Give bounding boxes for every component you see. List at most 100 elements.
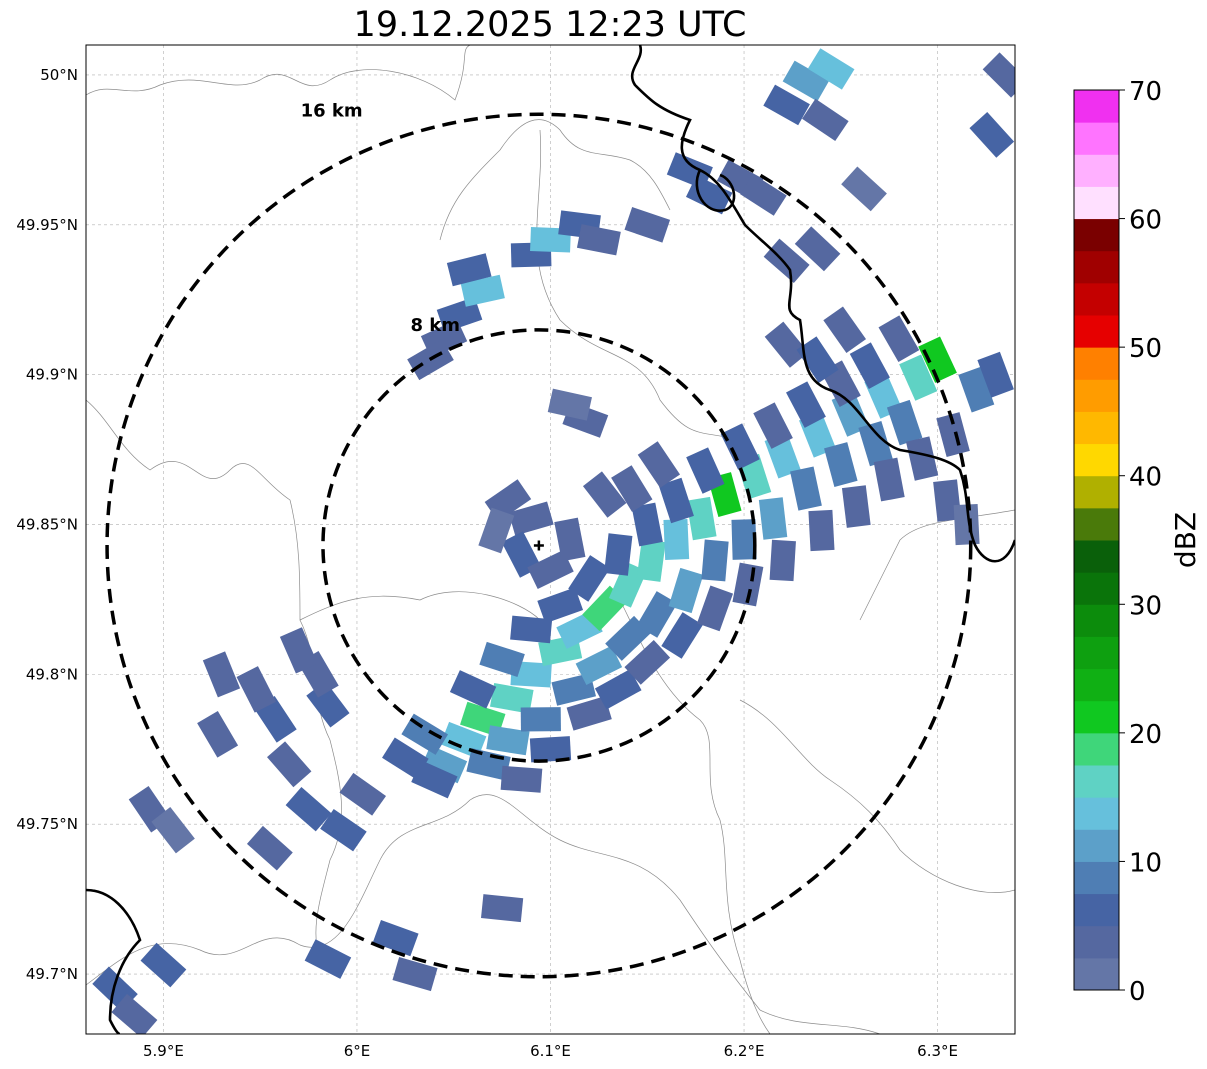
precip-cell — [510, 615, 553, 644]
precip-cell — [568, 555, 611, 602]
precip-cell — [849, 342, 890, 389]
colorbar-bin — [1074, 186, 1119, 220]
precip-cell — [449, 670, 497, 709]
precip-cell — [763, 238, 810, 283]
precip-cell — [763, 84, 810, 126]
longitude-tick-label: 5.9°E — [143, 1042, 184, 1060]
colorbar-label: dBZ — [1169, 512, 1202, 568]
precip-cell — [686, 496, 717, 541]
precip-cell — [566, 696, 612, 731]
precip-cell — [582, 471, 627, 518]
colorbar-tick-label: 50 — [1129, 334, 1162, 364]
colorbar-bin — [1074, 250, 1119, 284]
precip-cell — [796, 336, 839, 383]
precip-cell — [758, 497, 788, 540]
precip-cell — [537, 587, 584, 624]
precip-cell — [111, 993, 158, 1034]
precip-cell — [604, 533, 633, 576]
precip-cell — [802, 98, 849, 142]
precip-cell — [905, 436, 939, 481]
precip-cell — [486, 725, 530, 756]
precip-cell — [701, 539, 729, 582]
border-line-east — [630, 45, 1015, 563]
precip-cell — [236, 666, 277, 713]
latitude-tick-label: 49.8°N — [26, 665, 78, 683]
colorbar-bin — [1074, 636, 1119, 670]
longitude-tick-label: 6.2°E — [724, 1042, 765, 1060]
precip-cell — [782, 60, 830, 102]
map-frame — [85, 44, 1016, 1035]
precipitation-layer — [92, 48, 1015, 1034]
precip-cell — [575, 645, 623, 686]
colorbar-tick-label: 70 — [1129, 77, 1162, 107]
colorbar-tick-labels: 0 10 20 30 40 50 60 70 — [1119, 77, 1162, 1007]
precip-cell — [807, 48, 855, 90]
colorbar-bin — [1074, 154, 1119, 187]
colorbar-bin — [1074, 507, 1119, 541]
precip-cell — [841, 485, 871, 528]
precip-cell — [636, 591, 678, 638]
colorbar-bins — [1074, 90, 1119, 991]
range-ring — [105, 112, 973, 979]
precip-cell — [285, 787, 332, 832]
precip-cell — [631, 502, 663, 547]
precip-cell — [661, 612, 703, 659]
boundary-line-southeast — [739, 699, 1015, 893]
precip-cell — [304, 939, 352, 979]
longitude-tick-label: 6.3°E — [917, 1042, 958, 1060]
precip-cell — [460, 274, 505, 307]
boundary-line-west — [86, 45, 471, 101]
precip-cell — [886, 399, 923, 446]
colorbar-bin — [1074, 700, 1119, 734]
precip-cell — [686, 447, 725, 494]
colorbar-bin — [1074, 732, 1119, 766]
precip-cell — [594, 669, 642, 710]
colorbar-bin — [1074, 925, 1119, 959]
colorbar-bin — [1074, 315, 1119, 348]
colorbar-bin — [1074, 668, 1119, 702]
precip-cell — [500, 765, 543, 793]
colorbar-bin — [1074, 282, 1119, 316]
range-ring-label: 16 km — [301, 100, 363, 121]
precip-cell — [320, 808, 367, 852]
precip-cell — [873, 457, 905, 502]
precip-cell — [823, 306, 867, 353]
precip-cell — [637, 441, 681, 488]
boundary-line-west-2 — [86, 399, 541, 621]
precip-cell — [740, 173, 787, 216]
precip-cell — [411, 760, 458, 799]
precip-cell — [372, 919, 419, 957]
boundary-line-south — [86, 794, 881, 1034]
precip-cell — [520, 707, 561, 732]
boundary-line-central — [439, 119, 671, 241]
precip-cell — [969, 112, 1015, 158]
range-rings — [105, 112, 973, 979]
precip-cell — [790, 466, 822, 511]
precip-cell — [479, 641, 525, 677]
precip-cell — [732, 562, 764, 607]
boundary-lines — [86, 45, 1015, 1034]
precip-cell — [824, 442, 858, 488]
precip-cell — [918, 336, 957, 383]
radar-location-marker — [533, 540, 544, 551]
latitude-tick-label: 49.7°N — [26, 965, 78, 983]
precip-cell — [982, 52, 1015, 98]
colorbar-bin — [1074, 347, 1119, 380]
colorbar-tick-label: 20 — [1129, 720, 1162, 750]
colorbar-bin — [1074, 765, 1119, 798]
precip-cell — [794, 226, 841, 272]
colorbar-tick-label: 0 — [1129, 977, 1146, 1007]
precip-cell — [624, 207, 671, 243]
precip-cell — [696, 585, 734, 632]
precip-cell — [392, 956, 438, 992]
precip-cell — [382, 737, 429, 780]
colorbar-bin — [1074, 90, 1119, 123]
precip-cell — [490, 683, 534, 714]
colorbar-tick-label: 40 — [1129, 463, 1162, 493]
colorbar-bin — [1074, 957, 1119, 991]
latitude-tick-label: 50°N — [40, 66, 78, 84]
precip-cell — [478, 507, 515, 554]
map-title: 19.12.2025 12:23 UTC — [354, 5, 747, 45]
colorbar-bin — [1074, 475, 1119, 509]
precip-cell — [246, 825, 293, 871]
